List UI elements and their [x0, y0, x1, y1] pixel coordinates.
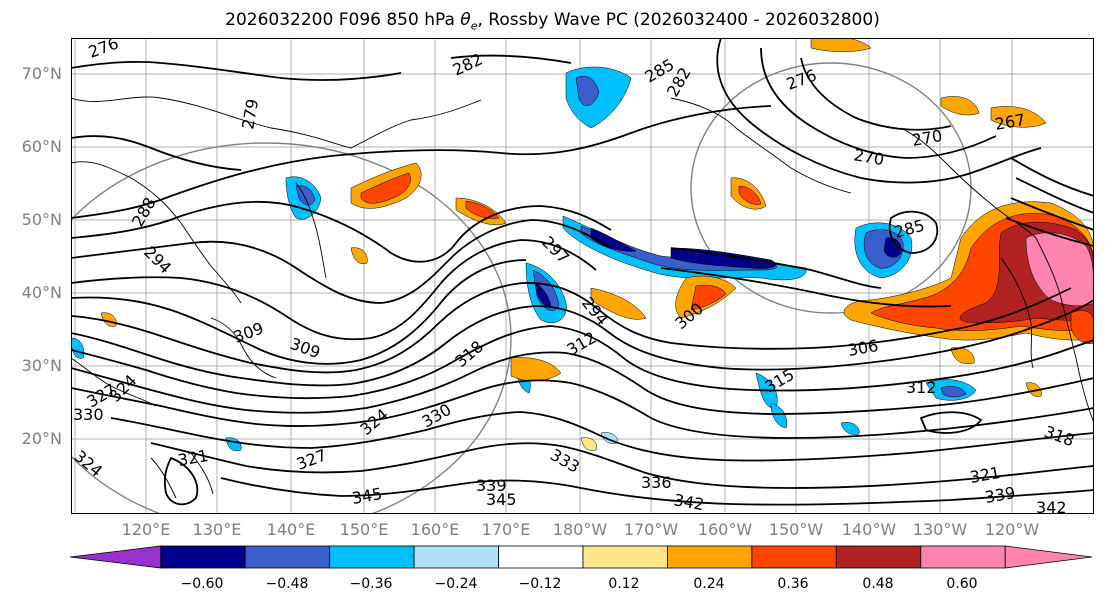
- lat-label: 50°N: [21, 210, 62, 229]
- colorbar-tick: 0.48: [862, 576, 894, 592]
- lat-label: 40°N: [21, 283, 62, 302]
- lon-label: 150°W: [768, 520, 824, 539]
- lon-label: 180°W: [552, 520, 608, 539]
- colorbar-segment: [244, 545, 330, 569]
- lon-label: 120°E: [121, 520, 171, 539]
- lon-label: 160°E: [410, 520, 460, 539]
- lon-label: 140°W: [841, 520, 897, 539]
- colorbar-segment: [920, 545, 1006, 569]
- region-circles: [71, 62, 972, 514]
- contour-label: 342: [672, 490, 705, 514]
- colorbar-tick: −0.60: [180, 576, 224, 592]
- colorbar-segment: [835, 545, 922, 569]
- contour-label: 339: [476, 476, 507, 495]
- lon-label: 170°E: [481, 520, 531, 539]
- colorbar-tick: −0.24: [434, 576, 478, 592]
- colorbar-tick: −0.36: [349, 576, 393, 592]
- contour-label: 345: [486, 490, 517, 509]
- lat-label: 30°N: [21, 356, 62, 375]
- colorbar-tick: 0.36: [777, 576, 809, 592]
- colorbar-segment: [751, 545, 837, 569]
- colorbar-segment: [582, 545, 668, 569]
- contour-label: 312: [906, 378, 937, 397]
- colorbar-tick: 0.60: [946, 576, 978, 592]
- contour-label: 342: [1036, 498, 1067, 514]
- contour-label: 336: [641, 473, 672, 492]
- lon-label: 130°E: [192, 520, 242, 539]
- colorbar-extend-low: [70, 545, 162, 569]
- coastlines: [71, 96, 1094, 499]
- theta-e-contours: [71, 38, 1094, 506]
- colorbar-segment: [667, 545, 753, 569]
- lat-label: 70°N: [21, 64, 62, 83]
- lon-label: 120°W: [984, 520, 1040, 539]
- colorbar: [70, 545, 1093, 569]
- colorbar-tick: −0.48: [265, 576, 309, 592]
- lon-label: 170°W: [623, 520, 679, 539]
- colorbar-segment: [498, 545, 584, 569]
- colorbar-tick: 0.24: [693, 576, 725, 592]
- lon-label: 140°E: [266, 520, 316, 539]
- contour-label: 330: [73, 405, 104, 424]
- colorbar-tick: 0.12: [608, 576, 640, 592]
- gridlines: [71, 38, 1094, 514]
- lat-label: 20°N: [21, 429, 62, 448]
- colorbar-segment: [160, 545, 246, 569]
- colorbar-segment: [329, 545, 415, 569]
- lat-label: 60°N: [21, 137, 62, 156]
- lon-label: 160°W: [697, 520, 753, 539]
- map-title: 2026032200 F096 850 hPa θe, Rossby Wave …: [225, 10, 880, 33]
- map-panel: 276 282 285 282 276 279 267 270 270 288 …: [71, 38, 1094, 514]
- lon-label: 130°W: [912, 520, 968, 539]
- lon-label: 150°E: [339, 520, 389, 539]
- colorbar-segment: [413, 545, 499, 569]
- colorbar-tick: −0.12: [518, 576, 562, 592]
- colorbar-extend-high: [1004, 545, 1093, 569]
